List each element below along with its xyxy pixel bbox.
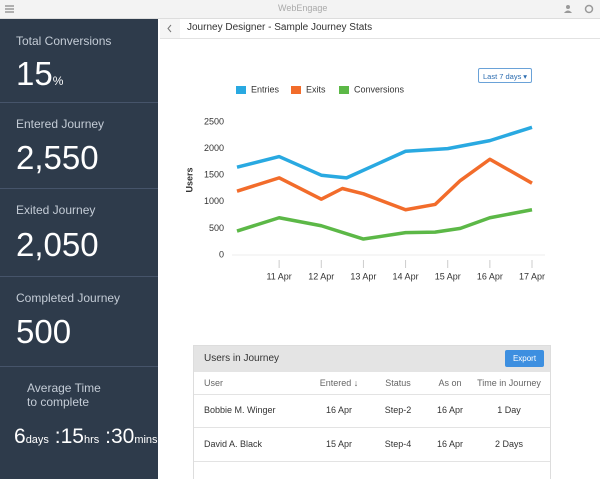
table-title: Users in Journey xyxy=(204,353,280,364)
export-button[interactable]: Export xyxy=(505,350,544,367)
top-icons[interactable] xyxy=(564,4,594,14)
legend-label: Entries xyxy=(251,84,280,94)
x-tick-label: 17 Apr xyxy=(519,271,545,281)
legend-swatch xyxy=(236,86,246,94)
cell: 16 Apr xyxy=(325,405,353,415)
sep: : xyxy=(54,425,61,448)
stat-unit: % xyxy=(52,74,64,88)
row-line xyxy=(194,427,550,428)
minutes: 30 xyxy=(110,425,135,448)
x-tick-label: 15 Apr xyxy=(435,271,461,281)
avg-label: to complete xyxy=(27,395,90,409)
days: 6 xyxy=(14,425,26,448)
legend-swatch xyxy=(339,86,349,94)
sidebar: Total Conversions 15% Entered Journey 2,… xyxy=(0,19,158,479)
unit: hrs xyxy=(83,434,100,446)
chart: 0 500 1000 1500 2000 2500 11 Apr 12 Apr 13 Apr 14… xyxy=(184,84,545,281)
y-tick-label: 1500 xyxy=(204,170,224,180)
column-header: User xyxy=(204,378,224,388)
stat-label: Completed Journey xyxy=(16,291,121,305)
stat-value: 500 xyxy=(16,313,72,350)
series-line xyxy=(236,208,533,241)
stat-value: 2,050 xyxy=(16,226,99,263)
top-bar: WebEngage xyxy=(0,0,600,19)
row-line xyxy=(194,461,550,462)
unit: days xyxy=(25,434,49,446)
separator xyxy=(0,276,158,277)
logo: WebEngage xyxy=(278,3,328,13)
column-header: As on xyxy=(438,378,462,388)
x-tick-label: 16 Apr xyxy=(477,271,503,281)
legend-label: Conversions xyxy=(354,84,405,94)
y-axis-label: Users xyxy=(184,167,194,192)
x-tick-label: 14 Apr xyxy=(393,271,419,281)
menu-icon[interactable] xyxy=(5,5,14,13)
cell: 16 Apr xyxy=(436,439,464,449)
y-tick-label: 0 xyxy=(219,249,224,259)
cell: Step-2 xyxy=(384,405,412,415)
row-line xyxy=(194,394,550,395)
cell: Bobbie M. Winger xyxy=(204,405,276,415)
y-tick-label: 1000 xyxy=(204,196,224,206)
unit: mins xyxy=(134,434,158,446)
separator xyxy=(0,366,158,367)
column-header: Status xyxy=(385,378,411,388)
x-tick-label: 12 Apr xyxy=(308,271,334,281)
caret: ▾ xyxy=(523,72,527,81)
separator xyxy=(0,102,158,103)
series-line xyxy=(236,125,533,180)
y-tick-label: 2000 xyxy=(204,143,224,153)
column-header: Time in Journey xyxy=(477,378,541,388)
separator xyxy=(0,188,158,189)
stat-label: Entered Journey xyxy=(16,117,105,131)
avg-time: 6days :15hrs :30mins xyxy=(14,425,158,449)
stat-number: 15 xyxy=(16,55,53,92)
table-header xyxy=(194,346,550,372)
stat-label: Total Conversions xyxy=(16,34,112,48)
range-select[interactable]: Last 7 days ▾ xyxy=(478,68,532,83)
y-tick-label: 2500 xyxy=(204,116,224,126)
header-title: Journey Designer - Sample Journey Stats xyxy=(187,22,373,33)
cell: 15 Apr xyxy=(325,439,353,449)
stat-label: Exited Journey xyxy=(16,203,96,217)
cell: 2 Days xyxy=(494,439,523,449)
cell: David A. Black xyxy=(204,439,263,449)
range-text: Last 7 days xyxy=(483,72,522,81)
y-tick-label: 500 xyxy=(209,223,224,233)
table: Users in Journey Export User Entered ↓ Sta… xyxy=(193,345,551,479)
hours: 15 xyxy=(60,425,84,448)
column-header: Entered ↓ xyxy=(319,378,359,388)
series-line xyxy=(236,157,533,212)
cell: 16 Apr xyxy=(436,405,464,415)
x-tick-label: 13 Apr xyxy=(350,271,376,281)
cell: 1 Day xyxy=(497,405,521,415)
cell: Step-4 xyxy=(384,439,412,449)
avg-label: Average Time xyxy=(27,381,101,395)
stat-value: 2,550 xyxy=(16,139,99,176)
back-button[interactable] xyxy=(160,19,180,38)
legend-label: Exits xyxy=(306,84,326,94)
x-tick-label: 11 Apr xyxy=(266,271,291,281)
stat-value: 15% xyxy=(16,55,63,93)
header: Journey Designer - Sample Journey Stats xyxy=(160,19,600,39)
sep: : xyxy=(105,425,111,448)
legend-swatch xyxy=(291,86,301,94)
